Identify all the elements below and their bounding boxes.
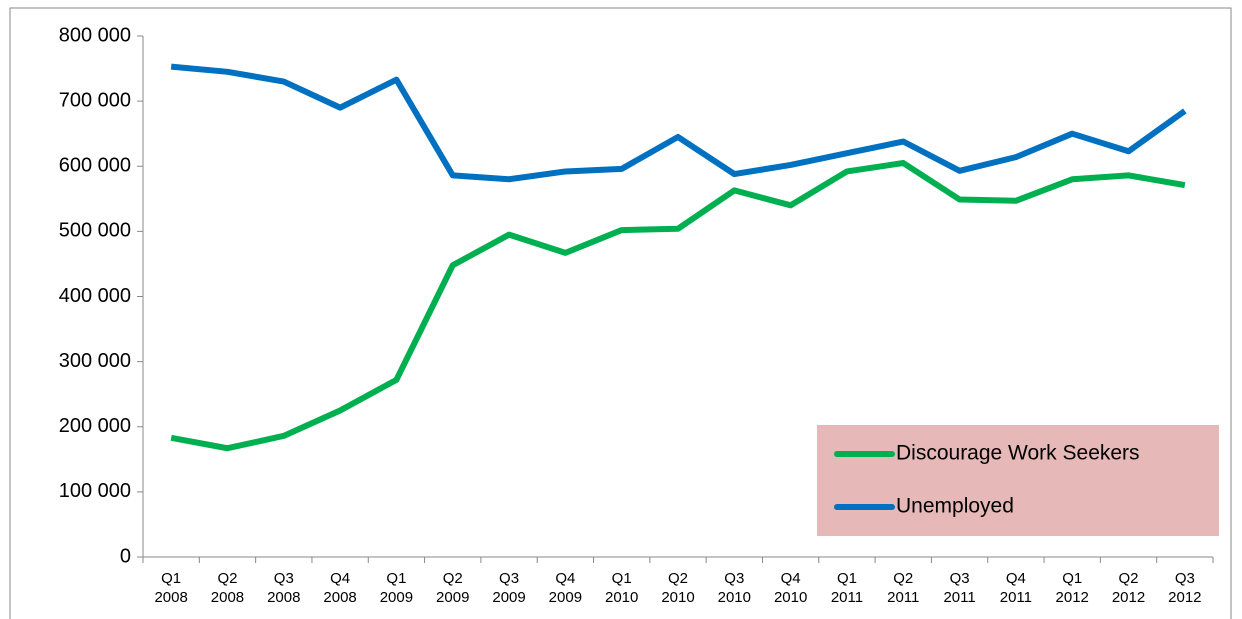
x-tick-label: Q2 2011 [887, 570, 919, 606]
x-tick-label: Q2 2009 [436, 570, 469, 606]
x-tick-label: Q1 2008 [154, 570, 187, 606]
y-tick-label: 100 000 [59, 480, 131, 502]
x-tick-label: Q3 2010 [718, 570, 751, 606]
x-tick-label: Q3 2012 [1168, 570, 1201, 606]
y-tick-label: 200 000 [59, 415, 131, 437]
y-tick-label: 600 000 [59, 155, 131, 177]
x-tick-label: Q1 2010 [605, 570, 638, 606]
chart-border [9, 7, 1232, 619]
x-tick-label: Q2 2008 [211, 570, 244, 606]
y-tick-label: 700 000 [59, 89, 131, 111]
x-tick-label: Q1 2009 [380, 570, 413, 606]
legend-label: Unemployed [896, 495, 1014, 518]
y-tick-label: 400 000 [59, 285, 131, 307]
x-tick-label: Q4 2008 [323, 570, 356, 606]
x-tick-label: Q3 2008 [267, 570, 300, 606]
y-tick-label: 300 000 [59, 350, 131, 372]
x-tick-label: Q2 2012 [1112, 570, 1145, 606]
x-tick-label: Q1 2011 [831, 570, 863, 606]
x-tick-label: Q1 2012 [1056, 570, 1089, 606]
x-tick-label: Q4 2009 [549, 570, 582, 606]
x-tick-label: Q4 2010 [774, 570, 807, 606]
x-tick-label: Q2 2010 [661, 570, 694, 606]
series-line [170, 63, 1187, 183]
series-line [170, 159, 1186, 452]
legend-label: Discourage Work Seekers [896, 442, 1140, 465]
y-tick-label: 800 000 [59, 24, 131, 46]
y-tick-label: 500 000 [59, 220, 131, 242]
x-tick-label: Q3 2011 [943, 570, 975, 606]
x-tick-label: Q4 2011 [1000, 570, 1032, 606]
legend-box [817, 425, 1219, 536]
y-tick-label: 0 [120, 545, 131, 567]
x-tick-label: Q3 2009 [492, 570, 525, 606]
